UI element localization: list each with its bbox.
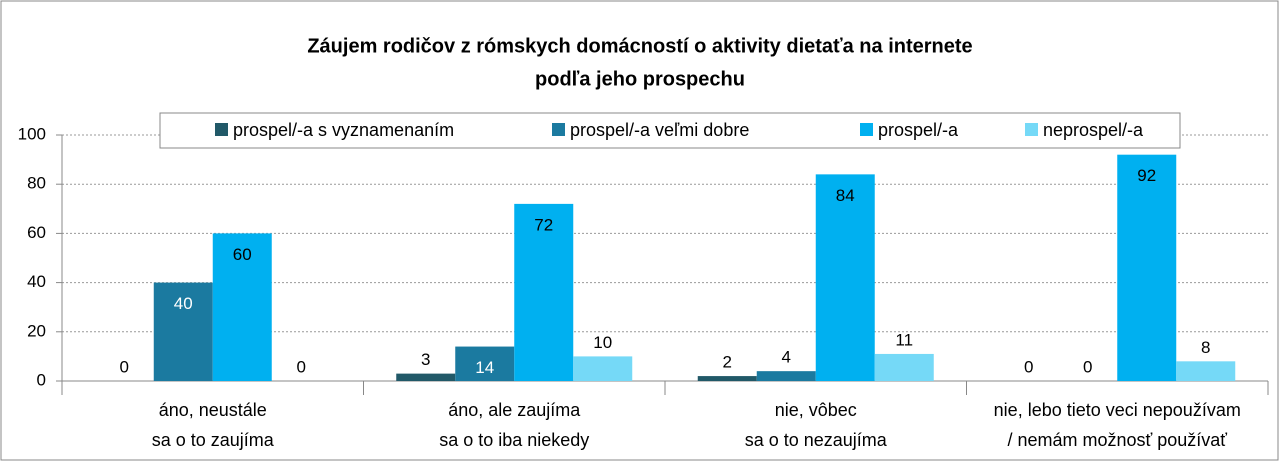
bar [455, 346, 515, 381]
data-label: 0 [1024, 357, 1033, 376]
y-tick-label: 60 [27, 223, 46, 242]
bar [396, 373, 456, 381]
legend-swatch [552, 123, 565, 136]
legend-swatch [1025, 123, 1038, 136]
y-tick-label: 0 [37, 370, 46, 389]
bar [153, 282, 213, 381]
data-label: 3 [421, 350, 430, 369]
x-tick-label: nie, lebo tieto veci nepoužívam [994, 400, 1241, 420]
data-label: 0 [120, 357, 129, 376]
legend-label: prospel/-a [878, 120, 959, 140]
x-tick-label: sa o to nezaujíma [745, 430, 888, 450]
data-label: 10 [593, 333, 612, 352]
bar [756, 371, 816, 381]
data-label: 84 [836, 186, 855, 205]
bar [697, 376, 757, 381]
y-tick-label: 80 [27, 174, 46, 193]
legend-box [159, 112, 1181, 149]
data-label: 92 [1137, 166, 1156, 185]
chart-title: Záujem rodičov z rómskych domácností o a… [307, 35, 972, 57]
bar [573, 356, 633, 381]
x-tick-label: áno, neustále [159, 400, 267, 420]
bar [514, 203, 574, 381]
x-tick-label: nie, vôbec [775, 400, 857, 420]
x-tick-label: sa o to iba niekedy [439, 430, 589, 450]
x-tick-label: / nemám možnosť používať [1007, 430, 1227, 450]
data-label: 0 [1083, 357, 1092, 376]
x-tick-label: áno, ale zaujíma [448, 400, 581, 420]
x-tick-label: sa o to zaujíma [152, 430, 275, 450]
bar [1117, 154, 1177, 381]
data-label: 0 [297, 357, 306, 376]
bar [1176, 361, 1236, 381]
data-label: 72 [534, 215, 553, 234]
y-tick-label: 40 [27, 272, 46, 291]
y-tick-label: 20 [27, 321, 46, 340]
legend-swatch [860, 123, 873, 136]
bar [874, 353, 934, 381]
legend-label: prospel/-a veľmi dobre [570, 120, 749, 140]
legend-swatch [215, 123, 228, 136]
data-label: 60 [233, 245, 252, 264]
data-label: 40 [174, 294, 193, 313]
bar [212, 233, 272, 381]
data-label: 2 [723, 353, 732, 372]
bar [815, 174, 875, 381]
data-label: 4 [782, 348, 791, 367]
chart-title: podľa jeho prospechu [535, 68, 745, 90]
data-label: 14 [475, 358, 494, 377]
data-label: 8 [1201, 338, 1210, 357]
legend-label: prospel/-a s vyznamenaním [233, 120, 454, 140]
legend-label: neprospel/-a [1043, 120, 1144, 140]
data-label: 11 [895, 330, 913, 349]
y-tick-label: 100 [18, 124, 46, 143]
